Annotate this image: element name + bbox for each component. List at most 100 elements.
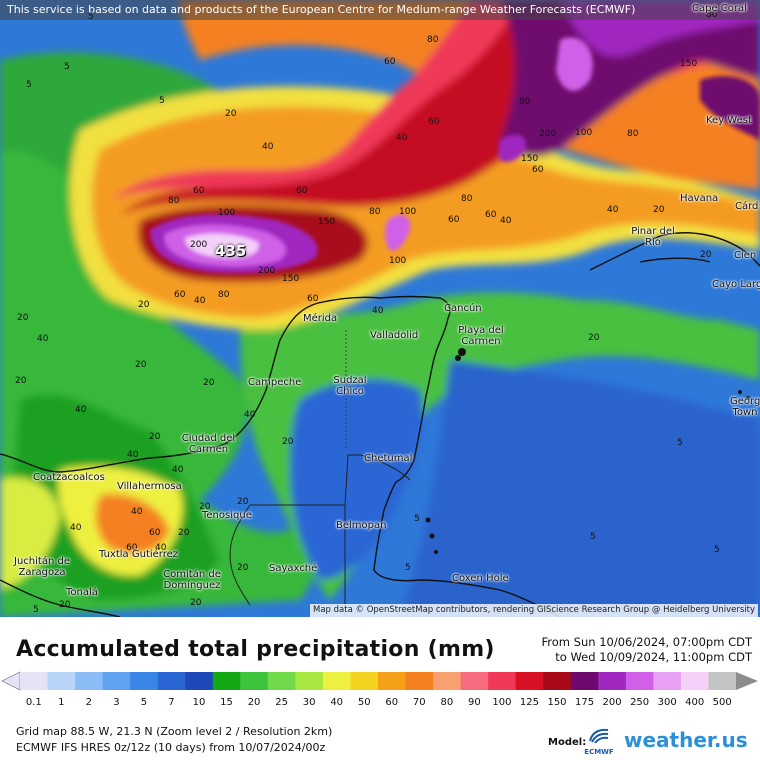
scale-swatch [433, 672, 462, 690]
model-info: ECMWF IFS HRES 0z/12z (10 days) from 10/… [16, 741, 326, 754]
contour-label: 40 [131, 507, 143, 517]
contour-label: 20 [17, 313, 29, 323]
contour-label: 20 [700, 250, 712, 260]
scale-tick-label: 15 [220, 697, 233, 708]
city-name: Tenosique [202, 510, 252, 521]
scale-swatch [102, 672, 131, 690]
scale-swatch [653, 672, 682, 690]
grid-info: Grid map 88.5 W, 21.3 N (Zoom level 2 / … [16, 725, 333, 738]
contour-label: 40 [244, 410, 256, 420]
scale-tick-label: 0.1 [25, 697, 42, 708]
contour-label: 60 [296, 186, 308, 196]
scale-tick-label: 30 [302, 697, 316, 708]
city-label: Cancún [444, 303, 482, 314]
scale-swatch [47, 672, 76, 690]
scale-tick-label: 20 [247, 697, 261, 708]
precipitation-field [0, 0, 760, 617]
city-label: Ciudad del Carmen [181, 433, 236, 455]
contour-label: 80 [168, 196, 180, 206]
city-label: Juchitán de Zaragoza [8, 556, 76, 578]
ecmwf-logo[interactable]: ECMWF [580, 727, 618, 756]
contour-label: 5 [33, 605, 39, 615]
contour-label: 40 [194, 296, 206, 306]
scale-max-arrow [736, 672, 758, 690]
scale-tick-label: 400 [685, 697, 705, 708]
city-label: Mérida [303, 313, 337, 324]
contour-label: 20 [237, 563, 249, 573]
city-name: Tonalá [66, 587, 98, 598]
city-name: Pinar del Río [631, 226, 675, 248]
color-scale-ticks: 0.1 1 2 3 5 7 10 15 20 25 30 40 50 60 70 80 90 100 125 150 1… [0, 697, 760, 711]
contour-label: 60 [448, 215, 460, 225]
contour-label: 60 [532, 165, 544, 175]
city-label: Playa del Carmen [455, 325, 507, 347]
scale-tick-label: 90 [468, 697, 481, 708]
ecmwf-logo-text: ECMWF [584, 748, 614, 756]
contour-label: 20 [225, 109, 237, 119]
contour-label: 20 [282, 437, 294, 447]
scale-min-arrow [1, 671, 21, 691]
city-name: Belmopan [336, 520, 387, 531]
contour-label: 20 [59, 600, 71, 610]
contour-label: 60 [149, 528, 161, 538]
contour-label: 40 [75, 405, 87, 415]
contour-label: 200 [539, 129, 557, 139]
contour-label: 20 [135, 360, 147, 370]
ecmwf-globe-icon [589, 728, 609, 744]
contour-label: 5 [64, 62, 70, 72]
contour-label: 5 [677, 438, 683, 448]
contour-label: 5 [88, 12, 94, 22]
contour-label: 60 [384, 57, 396, 67]
contour-label: 60 [485, 210, 497, 220]
scale-swatch [322, 672, 351, 690]
map-info: Grid map 88.5 W, 21.3 N (Zoom level 2 / … [16, 724, 332, 756]
contour-label: 40 [262, 142, 274, 152]
contour-label: 60 [307, 294, 319, 304]
scale-swatch [460, 672, 489, 690]
city-label: Tuxtla Gutiérrez [99, 549, 178, 560]
scale-swatch [157, 672, 186, 690]
weather-us-logo[interactable]: weather.us [624, 728, 748, 752]
city-label: Key West [706, 115, 752, 126]
precipitation-map[interactable]: This service is based on data and produc… [0, 0, 760, 617]
scale-swatch [350, 672, 379, 690]
city-label: Chetumal [364, 453, 412, 464]
city-name: George Town [730, 396, 760, 418]
city-name: Coxen Hole [452, 573, 509, 584]
scale-swatch [295, 672, 324, 690]
city-label: Valladolid [370, 330, 418, 341]
contour-label: 20 [15, 376, 27, 386]
contour-label: 5 [590, 532, 596, 542]
scale-swatch [240, 672, 269, 690]
city-label: Belmopan [336, 520, 386, 531]
scale-swatch [488, 672, 517, 690]
city-label: Cien [734, 250, 756, 261]
scale-tick-label: 250 [630, 697, 650, 708]
contour-label: 5 [159, 96, 165, 106]
city-label: Villahermosa [117, 481, 182, 492]
contour-label: 200 [258, 266, 276, 276]
contour-label: 20 [178, 528, 190, 538]
contour-label: 80 [627, 129, 639, 139]
contour-label: 150 [318, 217, 336, 227]
city-name: Key West [706, 115, 752, 126]
scale-swatch [680, 672, 709, 690]
city-name: Cayo Larg [712, 279, 760, 290]
city-label: Cayo Larg [712, 279, 760, 290]
contour-label: 80 [427, 35, 439, 45]
contour-label: 5 [714, 545, 720, 555]
contour-label: 80 [461, 194, 473, 204]
city-name: Cancún [444, 303, 482, 314]
scale-tick-label: 10 [192, 697, 206, 708]
ecmwf-attribution-banner: This service is based on data and produc… [0, 0, 760, 20]
city-name: Mérida [303, 313, 338, 324]
contour-label: 20 [190, 598, 202, 608]
city-name: Cien [734, 250, 757, 261]
scale-swatch [515, 672, 544, 690]
contour-label: 80 [706, 10, 718, 20]
map-data-credit[interactable]: Map data © OpenStreetMap contributors, r… [310, 604, 758, 617]
max-precip-label: 435 [215, 242, 247, 260]
scale-swatch [378, 672, 407, 690]
contour-label: 40 [37, 334, 49, 344]
scale-tick-label: 40 [330, 697, 344, 708]
